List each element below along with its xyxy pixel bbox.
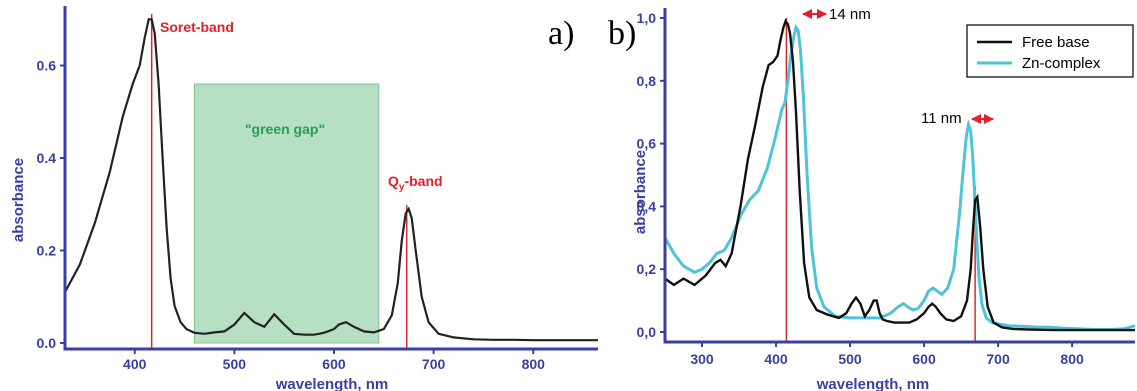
free-base-curve	[664, 18, 1135, 332]
panel-b: 300 400 500 600 700 800 0,0 0,2 0,4 0,6 0,8 1,0 wa…	[608, 6, 1136, 391]
x-tick-label: 600	[322, 356, 346, 372]
legend-label-zn-complex: Zn-complex	[1022, 55, 1101, 72]
legend: Free base Zn-complex	[966, 24, 1134, 78]
y-tick-label: 1,0	[637, 10, 657, 26]
panel-a: 400 500 600 700 800 0.0 0.2 0.4 0.6 wavelength,…	[10, 6, 598, 391]
y-tick-label: 0,8	[637, 73, 657, 89]
x-tick-label: 600	[912, 351, 936, 367]
qy-band-label: Qy-band	[388, 173, 443, 193]
q-shift-label: 11 nm	[921, 110, 962, 127]
vline-group	[785, 18, 976, 342]
x-axis-label: wavelength, nm	[816, 376, 930, 391]
qy-band-suffix: -band	[404, 173, 442, 189]
legend-box	[966, 24, 1134, 78]
zn-complex-curve	[663, 23, 1136, 331]
x-tick-label: 400	[764, 351, 788, 367]
y-tick-label: 0,2	[637, 261, 657, 277]
x-tick-label: 700	[986, 351, 1010, 367]
panel-a-label: a)	[548, 15, 574, 52]
qy-band-subscript: y	[399, 182, 405, 193]
y-axis-label: absorbance	[632, 150, 649, 234]
x-tick-label: 500	[223, 356, 247, 372]
y-tick-label: 0.2	[37, 243, 57, 259]
x-tick-label: 700	[422, 356, 446, 372]
x-ticks: 300 400 500 600 700 800	[690, 342, 1084, 367]
x-tick-label: 800	[522, 356, 546, 372]
y-tick-label: 0.0	[37, 335, 57, 351]
y-ticks: 0,0 0,2 0,4 0,6 0,8 1,0	[637, 10, 665, 340]
qy-band-q: Q	[388, 173, 399, 189]
x-tick-label: 300	[690, 351, 714, 367]
y-tick-label: 0.4	[37, 150, 57, 166]
y-tick-label: 0,0	[637, 324, 657, 340]
panel-b-label: b)	[608, 15, 636, 52]
soret-shift-label: 14 nm	[829, 6, 871, 23]
y-axis-label: absorbance	[10, 158, 27, 242]
absorbance-curve	[64, 18, 598, 342]
vline-group	[150, 14, 408, 349]
legend-label-free-base: Free base	[1022, 34, 1090, 51]
x-tick-label: 800	[1060, 351, 1084, 367]
y-ticks: 0.0 0.2 0.4 0.6	[37, 58, 65, 351]
y-tick-label: 0,6	[637, 136, 657, 152]
y-tick-label: 0,4	[637, 198, 657, 214]
x-axis-label: wavelength, nm	[275, 376, 389, 391]
green-gap-label: "green gap"	[245, 121, 325, 137]
y-tick-label: 0.6	[37, 58, 57, 74]
x-tick-label: 500	[838, 351, 862, 367]
x-ticks: 400 500 600 700 800	[123, 349, 545, 372]
green-gap-region	[194, 83, 380, 344]
soret-band-label: Soret-band	[160, 19, 234, 35]
x-tick-label: 400	[123, 356, 147, 372]
